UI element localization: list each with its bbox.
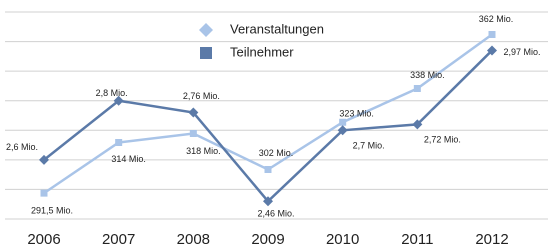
marker xyxy=(412,119,423,130)
value-label: 2,8 Mio. xyxy=(96,88,128,98)
value-label: 2,76 Mio. xyxy=(183,91,220,101)
value-label: 2,72 Mio. xyxy=(424,135,461,145)
marker xyxy=(487,45,497,56)
x-tick-label: 2006 xyxy=(27,231,60,248)
value-label: 2,6 Mio. xyxy=(6,142,38,152)
marker xyxy=(339,118,347,126)
x-tick-label: 2012 xyxy=(475,231,508,248)
value-label: 338 Mio. xyxy=(410,70,445,80)
value-label: 314 Mio. xyxy=(111,154,146,164)
legend-label: Teilnehmer xyxy=(230,44,294,59)
value-label: 302 Mio. xyxy=(259,148,294,158)
value-label: 362 Mio. xyxy=(479,14,514,24)
value-label: 291,5 Mio. xyxy=(31,206,73,216)
marker xyxy=(264,166,272,173)
x-tick-label: 2010 xyxy=(326,231,359,248)
value-label: 318 Mio. xyxy=(186,146,221,156)
legend-marker xyxy=(200,47,212,59)
x-tick-label: 2007 xyxy=(102,231,135,248)
value-label: 2,97 Mio. xyxy=(503,47,540,57)
legend-label: Veranstaltungen xyxy=(230,21,324,36)
value-label: 323 Mio. xyxy=(339,109,374,119)
marker xyxy=(263,196,273,207)
value-label: 2,7 Mio. xyxy=(353,141,385,151)
value-label: 2,46 Mio. xyxy=(257,209,294,219)
marker xyxy=(40,189,48,197)
x-tick-label: 2009 xyxy=(251,231,284,248)
marker xyxy=(113,95,124,106)
marker xyxy=(39,154,49,165)
marker xyxy=(189,130,197,137)
x-tick-label: 2008 xyxy=(177,231,210,248)
x-tick-label: 2011 xyxy=(401,231,433,248)
marker xyxy=(488,31,496,38)
marker xyxy=(413,85,421,92)
marker xyxy=(337,125,348,136)
marker xyxy=(115,139,123,146)
marker xyxy=(188,107,199,118)
legend-marker xyxy=(199,23,213,37)
